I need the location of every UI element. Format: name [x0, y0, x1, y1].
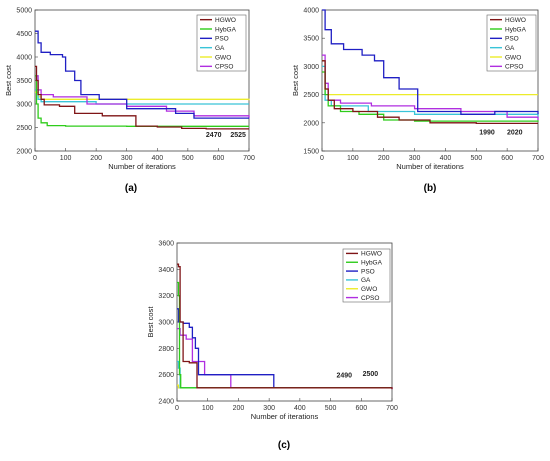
- y-tick-label: 3600: [158, 241, 174, 248]
- x-tick-label: 0: [320, 155, 324, 162]
- panel-label: (c): [278, 440, 290, 451]
- legend-entry-gwo: GWO: [361, 286, 377, 293]
- x-tick-label: 0: [175, 405, 179, 412]
- x-tick-label: 300: [409, 155, 421, 162]
- x-tick-label: 400: [151, 155, 163, 162]
- y-tick-label: 5000: [16, 8, 32, 15]
- y-tick-label: 4000: [16, 55, 32, 62]
- y-tick-label: 2000: [16, 149, 32, 156]
- series-line-cpso: [322, 54, 539, 120]
- x-tick-label: 100: [60, 155, 72, 162]
- legend: HGWO HybGA PSO GA GWO CPSO: [486, 14, 537, 72]
- annotation-label: 2525: [230, 132, 246, 139]
- annotation-label: 2490: [336, 372, 352, 379]
- x-tick-label: 200: [90, 155, 102, 162]
- legend-entry-hgwo: HGWO: [215, 17, 236, 24]
- annotation-label: 2470: [206, 132, 222, 139]
- panel-label: (b): [424, 183, 437, 194]
- legend-entry-cpso: CPSO: [361, 295, 379, 302]
- y-tick-label: 4500: [16, 31, 32, 38]
- series-line-cpso: [35, 75, 250, 119]
- x-tick-label: 300: [263, 405, 275, 412]
- y-tick-label: 2400: [158, 399, 174, 406]
- x-tick-label: 500: [182, 155, 194, 162]
- x-axis-label: Number of iterations: [251, 412, 319, 421]
- series-line-hgwo: [35, 65, 249, 130]
- legend-entry-ga: GA: [361, 277, 371, 284]
- x-tick-label: 200: [378, 155, 390, 162]
- y-tick-label: 1500: [303, 149, 319, 156]
- x-axis-label: Number of iterations: [108, 162, 176, 171]
- legend-entry-hgwo: HGWO: [505, 17, 526, 24]
- legend-entry-hybga: HybGA: [215, 26, 237, 33]
- legend-box: [342, 248, 391, 303]
- x-tick-label: 700: [386, 405, 398, 412]
- x-tick-label: 400: [294, 405, 306, 412]
- x-tick-label: 500: [325, 405, 337, 412]
- legend-entry-gwo: GWO: [215, 54, 231, 61]
- x-tick-label: 700: [532, 155, 544, 162]
- y-tick-label: 2500: [16, 125, 32, 132]
- y-axis-label: Best cost: [4, 64, 13, 96]
- y-tick-label: 2500: [303, 92, 319, 99]
- y-tick-label: 2800: [158, 346, 174, 353]
- series-line-hybga: [177, 281, 392, 389]
- y-tick-label: 4000: [303, 8, 319, 15]
- chart-panel-a: 0 100 200 300 400 500 600 700 2000 2500 3000 3500 40…: [4, 8, 255, 195]
- legend-entry-gwo: GWO: [505, 54, 521, 61]
- legend-entry-pso: PSO: [505, 36, 519, 43]
- x-tick-label: 200: [233, 405, 245, 412]
- y-tick-label: 3500: [303, 36, 319, 43]
- series-line-hgwo: [322, 60, 538, 125]
- y-axis-label: Best cost: [291, 64, 300, 96]
- y-tick-label: 3200: [158, 293, 174, 300]
- y-axis-label: Best cost: [146, 306, 155, 338]
- legend-entry-ga: GA: [215, 45, 225, 52]
- annotation-label: 2500: [363, 371, 379, 378]
- legend-entry-pso: PSO: [215, 36, 229, 43]
- legend-box: [196, 14, 247, 72]
- y-tick-label: 3000: [158, 320, 174, 327]
- x-tick-label: 700: [243, 155, 255, 162]
- y-tick-label: 3000: [303, 64, 319, 71]
- panel-label: (a): [125, 183, 137, 194]
- annotation-label: 1990: [479, 130, 495, 137]
- legend-entry-hgwo: HGWO: [361, 251, 382, 258]
- x-tick-label: 500: [470, 155, 482, 162]
- annotation-label: 2020: [507, 130, 523, 137]
- legend: HGWO HybGA PSO GA GWO CPSO: [196, 14, 247, 72]
- legend-box: [486, 14, 537, 72]
- y-tick-label: 2600: [158, 372, 174, 379]
- legend-entry-pso: PSO: [361, 268, 375, 275]
- y-tick-label: 3500: [16, 78, 32, 85]
- series-line-pso: [322, 9, 539, 115]
- x-tick-label: 600: [213, 155, 225, 162]
- series-line-hybga: [35, 75, 249, 127]
- y-tick-label: 2000: [303, 120, 319, 127]
- chart-panel-c: 0 100 200 300 400 500 600 700 2400 2600 2800 3000 32…: [146, 241, 398, 452]
- series-line-pso: [35, 30, 249, 119]
- x-axis-label: Number of iterations: [396, 162, 464, 171]
- x-tick-label: 100: [347, 155, 359, 162]
- x-tick-label: 0: [33, 155, 37, 162]
- legend-entry-hybga: HybGA: [361, 260, 383, 267]
- y-tick-label: 3400: [158, 267, 174, 274]
- chart-panel-b: 0 100 200 300 400 500 600 700 1500 2000 2500 3000 35…: [291, 8, 544, 195]
- x-tick-label: 400: [440, 155, 452, 162]
- x-tick-label: 600: [355, 405, 367, 412]
- x-tick-label: 300: [121, 155, 133, 162]
- legend-entry-ga: GA: [505, 45, 515, 52]
- legend-entry-cpso: CPSO: [215, 64, 233, 71]
- series-line-hgwo: [177, 263, 393, 390]
- legend-entry-hybga: HybGA: [505, 26, 527, 33]
- x-tick-label: 100: [202, 405, 214, 412]
- x-tick-label: 600: [501, 155, 513, 162]
- legend-entry-cpso: CPSO: [505, 64, 523, 71]
- y-tick-label: 3000: [16, 102, 32, 109]
